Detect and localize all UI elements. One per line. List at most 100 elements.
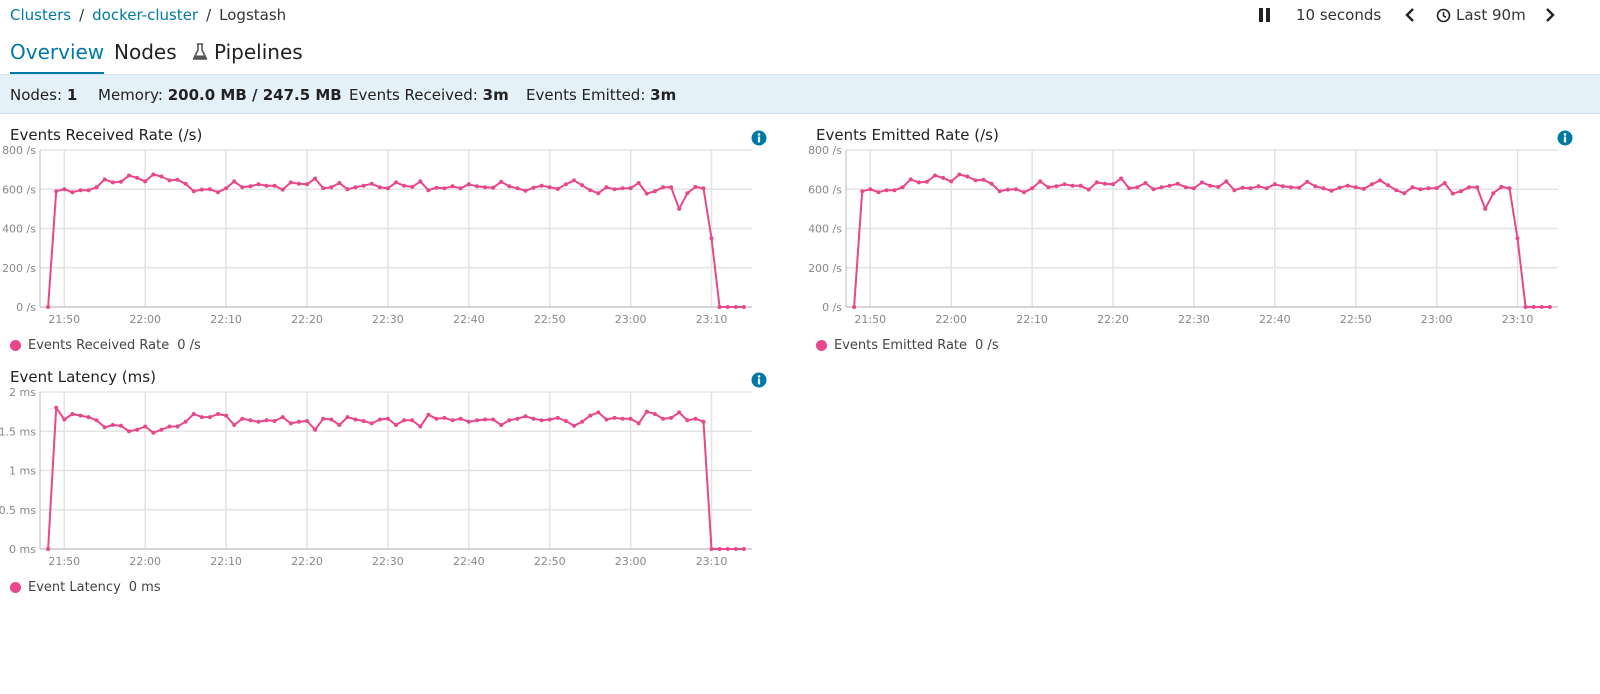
chart-legend: Events Received Rate 0 /s xyxy=(10,338,201,353)
info-icon[interactable] xyxy=(751,372,767,388)
time-range-button[interactable]: Last 90m xyxy=(1436,4,1526,26)
time-range-label: Last 90m xyxy=(1456,6,1526,24)
data-point xyxy=(685,418,690,423)
data-point xyxy=(1200,180,1204,185)
data-point xyxy=(450,418,455,423)
data-point xyxy=(572,178,576,183)
pause-button[interactable] xyxy=(1258,4,1272,26)
data-point xyxy=(1111,182,1115,187)
data-point xyxy=(1467,185,1471,190)
data-point xyxy=(483,185,487,190)
data-point xyxy=(240,185,245,190)
data-point xyxy=(1208,183,1213,188)
data-point xyxy=(296,419,301,424)
data-point xyxy=(515,186,520,191)
y-tick-label: 800 /s xyxy=(808,144,842,157)
data-point xyxy=(345,415,350,420)
data-point xyxy=(725,547,730,551)
data-point xyxy=(1054,184,1059,189)
data-point xyxy=(483,417,487,422)
data-point xyxy=(135,427,140,432)
data-point xyxy=(523,414,528,419)
pause-icon xyxy=(1259,8,1270,22)
data-point xyxy=(933,173,937,178)
data-point xyxy=(515,416,520,421)
tab-nodes[interactable]: Nodes xyxy=(114,40,177,64)
legend-swatch xyxy=(10,340,21,351)
breadcrumb-docker-cluster[interactable]: docker-cluster xyxy=(92,6,199,24)
data-point xyxy=(46,547,51,551)
data-point xyxy=(248,418,253,423)
legend-series-value: 0 /s xyxy=(975,338,999,353)
data-point xyxy=(1289,185,1293,190)
data-point xyxy=(474,184,479,189)
data-point xyxy=(159,174,164,179)
data-point xyxy=(418,424,423,429)
data-point xyxy=(458,186,463,191)
data-point xyxy=(1256,184,1261,189)
data-point xyxy=(499,179,504,184)
y-tick-label: 0 /s xyxy=(16,301,36,314)
data-point xyxy=(989,181,994,186)
data-point xyxy=(1216,184,1221,189)
data-point xyxy=(1224,179,1229,184)
refresh-interval[interactable]: 10 seconds xyxy=(1296,6,1382,24)
legend-series-name: Event Latency xyxy=(28,580,121,595)
x-tick-label: 22:40 xyxy=(1259,313,1291,326)
y-tick-label: 600 /s xyxy=(808,183,842,196)
data-point xyxy=(580,419,585,424)
data-point xyxy=(199,415,204,420)
data-point xyxy=(1248,186,1253,191)
y-tick-label: 0.5 ms xyxy=(0,504,36,517)
data-point xyxy=(458,416,463,421)
data-point xyxy=(1127,186,1132,191)
info-icon[interactable] xyxy=(751,130,767,146)
chart-title: Events Received Rate (/s) xyxy=(10,126,203,144)
x-tick-label: 22:50 xyxy=(534,313,566,326)
data-point xyxy=(1337,185,1342,190)
data-point xyxy=(499,423,504,427)
data-point xyxy=(997,189,1002,194)
stat-events-received-label: Events Received: xyxy=(349,86,478,104)
data-point xyxy=(394,180,398,185)
event-latency-chart: 0 ms 0.5 ms 1 ms 1.5 ms 2 ms 21:50 22:00 22:10 2… xyxy=(0,386,752,568)
data-point xyxy=(216,190,220,195)
x-tick-label: 23:10 xyxy=(696,555,728,568)
data-point xyxy=(733,305,738,309)
data-point xyxy=(1038,179,1043,184)
data-point xyxy=(353,417,358,422)
data-point xyxy=(224,413,229,418)
previous-range-button[interactable] xyxy=(1404,4,1416,26)
next-range-button[interactable] xyxy=(1544,4,1556,26)
y-tick-label: 1.5 ms xyxy=(0,425,36,438)
breadcrumb-clusters[interactable]: Clusters xyxy=(10,6,72,24)
data-point xyxy=(175,177,180,182)
data-point xyxy=(1005,187,1010,192)
data-point xyxy=(361,419,366,423)
x-tick-label: 22:10 xyxy=(210,555,242,568)
tab-pipelines[interactable]: Pipelines xyxy=(192,38,303,74)
tab-overview[interactable]: Overview xyxy=(10,38,105,74)
x-tick-label: 23:00 xyxy=(615,313,647,326)
data-point xyxy=(547,185,552,190)
info-icon[interactable] xyxy=(1557,130,1573,146)
data-point xyxy=(860,189,865,194)
top-bar: Clusters / docker-cluster / Logstash 10 seco… xyxy=(0,0,1600,30)
data-point xyxy=(1483,206,1488,211)
status-bar: Nodes: 1 Memory: 200.0 MB / 247.5 MB Eve… xyxy=(0,74,1600,114)
data-point xyxy=(531,185,536,190)
data-point xyxy=(1523,305,1528,309)
data-point xyxy=(1030,186,1035,191)
data-point xyxy=(232,423,237,427)
data-point xyxy=(280,187,285,192)
data-point xyxy=(1264,186,1269,191)
data-point xyxy=(474,418,479,423)
data-point xyxy=(1313,184,1318,189)
data-point xyxy=(709,547,714,551)
data-point xyxy=(1151,187,1156,192)
events-emitted-chart: 0 /s 200 /s 400 /s 600 /s 800 /s 21:50 22:00 22… xyxy=(808,144,1558,326)
data-point xyxy=(563,182,568,187)
data-point xyxy=(369,181,374,186)
data-point xyxy=(596,191,601,196)
data-point xyxy=(709,236,714,241)
